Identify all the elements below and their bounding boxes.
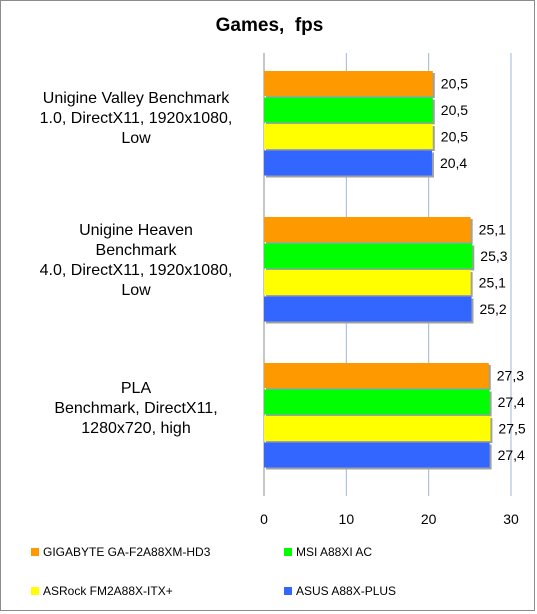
bar bbox=[264, 296, 472, 322]
category-label-pla: PLA Benchmark, DirectX11, 1280x720, high bbox=[54, 380, 218, 437]
legend-swatch-msi bbox=[284, 547, 292, 556]
legend-item-asrock: ASRock FM2A88X-ITX+ bbox=[31, 584, 173, 598]
bar bbox=[264, 97, 433, 123]
legend-item-asus: ASUS A88X-PLUS bbox=[284, 584, 396, 598]
category-label-heaven: Unigine Heaven Benchmark 4.0, DirectX11,… bbox=[39, 222, 233, 299]
legend-label-asus: ASUS A88X-PLUS bbox=[296, 584, 397, 598]
legend-swatch-asrock bbox=[31, 586, 39, 595]
data-label: 20,5 bbox=[441, 76, 468, 92]
bar bbox=[264, 442, 490, 468]
legend-label-msi: MSI A88XI AC bbox=[296, 545, 373, 559]
legend-item-gigabyte: GIGABYTE GA-F2A88XM-HD3 bbox=[31, 545, 210, 559]
legend-swatch-asus bbox=[284, 586, 292, 595]
legend-label-asrock: ASRock FM2A88X-ITX+ bbox=[43, 584, 173, 598]
bar bbox=[264, 416, 491, 441]
legend-swatch-gigabyte bbox=[31, 547, 39, 556]
bar bbox=[264, 243, 473, 269]
bar bbox=[264, 217, 471, 242]
data-label: 20,5 bbox=[441, 102, 468, 118]
bar bbox=[264, 270, 471, 295]
bar bbox=[264, 363, 489, 388]
legend-label-gigabyte: GIGABYTE GA-F2A88XM-HD3 bbox=[43, 545, 211, 559]
x-tick-label: 20 bbox=[421, 511, 437, 527]
x-tick-label: 30 bbox=[503, 511, 519, 527]
data-label: 27,4 bbox=[498, 447, 525, 463]
data-label: 27,4 bbox=[498, 394, 525, 410]
data-label: 27,3 bbox=[497, 368, 524, 384]
data-label: 25,3 bbox=[480, 248, 507, 264]
data-label: 20,5 bbox=[441, 129, 468, 145]
data-label: 20,4 bbox=[440, 155, 467, 171]
bar bbox=[264, 150, 432, 176]
x-tick-label: 10 bbox=[339, 511, 355, 527]
bar bbox=[264, 389, 490, 415]
category-label-valley: Unigine Valley Benchmark 1.0, DirectX11,… bbox=[39, 90, 233, 147]
data-label: 25,1 bbox=[479, 222, 506, 238]
chart-title: Games, fps bbox=[215, 15, 324, 36]
data-label: 25,1 bbox=[479, 275, 506, 291]
legend-item-msi: MSI A88XI AC bbox=[284, 545, 372, 559]
x-tick-label: 0 bbox=[260, 511, 268, 527]
data-label: 27,5 bbox=[498, 421, 525, 437]
bar bbox=[264, 71, 433, 96]
bar bbox=[264, 124, 433, 149]
data-label: 25,2 bbox=[479, 301, 506, 317]
